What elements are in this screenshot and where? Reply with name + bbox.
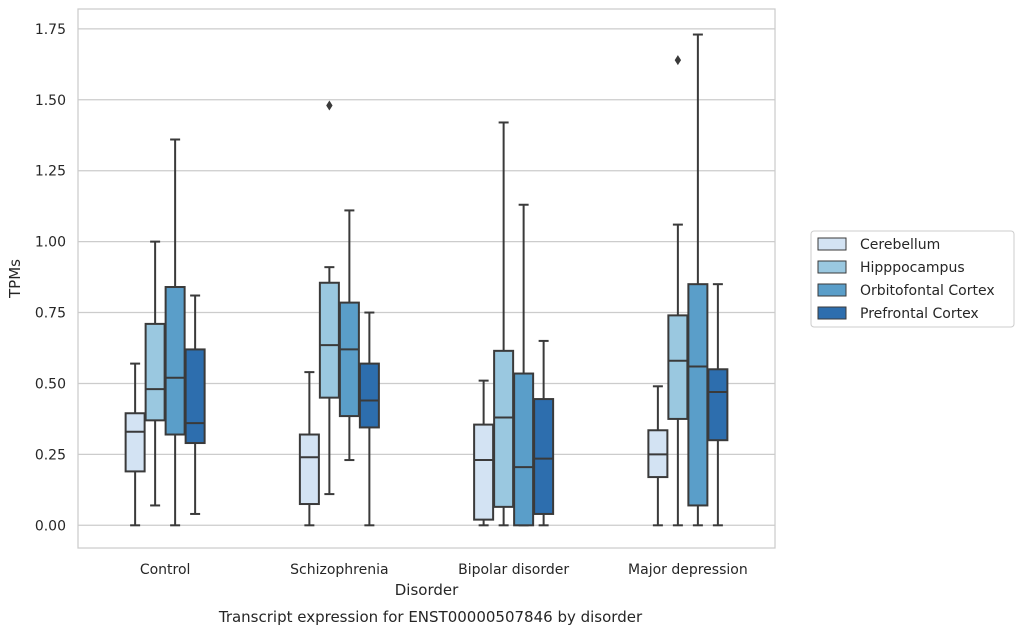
box-body <box>144 322 166 422</box>
box-body <box>164 286 186 436</box>
series-0 <box>124 362 669 527</box>
series-3 <box>184 283 729 527</box>
x-tick-label: Control <box>140 562 191 578</box>
box-0-2 <box>473 379 495 527</box>
box-body <box>318 281 340 399</box>
y-tick-label: 1.25 <box>35 164 66 180</box>
legend-item-0: Cerebellum <box>817 237 940 253</box>
box-body <box>687 283 709 507</box>
box-0-1 <box>298 371 320 527</box>
box-2-0 <box>164 138 186 527</box>
legend-frame <box>810 230 1015 328</box>
box-series <box>124 33 729 527</box>
box-1-2 <box>493 121 515 527</box>
box-body <box>513 372 535 527</box>
legend: Cerebellum Hipppocampus Orbitofontal Corte… <box>810 230 1015 328</box>
box-3-0 <box>184 294 206 515</box>
x-tick-label: Bipolar disorder <box>458 562 569 578</box>
box-0-3 <box>647 385 669 527</box>
box-3-3 <box>707 283 729 527</box>
legend-item-2: Orbitofontal Cortex <box>817 283 995 299</box>
legend-label: Hipppocampus <box>860 260 965 276</box>
box-3-1 <box>358 311 380 527</box>
x-axis-label: Disorder <box>395 581 459 599</box>
legend-item-3: Prefrontal Cortex <box>817 306 979 322</box>
box-body <box>298 433 320 506</box>
series-2 <box>164 33 709 527</box>
y-tick-label: 0.75 <box>35 306 66 322</box>
y-axis-label: TPMs <box>6 259 24 299</box>
box-body <box>533 398 555 515</box>
legend-swatch <box>817 306 847 320</box>
y-tick-label: 1.00 <box>35 235 66 251</box>
legend-swatch <box>817 283 847 297</box>
box-body <box>473 423 495 521</box>
x-tick-label: Major depression <box>628 562 748 578</box>
box-body <box>184 348 206 445</box>
box-body <box>667 314 689 420</box>
x-tick-label: Schizophrenia <box>290 562 388 578</box>
box-1-0 <box>144 240 166 507</box>
series-1 <box>144 55 689 527</box>
legend-swatch <box>817 237 847 251</box>
legend-item-1: Hipppocampus <box>817 260 965 276</box>
y-tick-label: 0.00 <box>35 518 66 534</box>
box-body <box>707 368 729 442</box>
box-1-3 <box>667 55 689 527</box>
y-tick-label: 1.75 <box>35 22 66 38</box>
box-2-2 <box>513 203 535 527</box>
plot-frame <box>77 8 776 549</box>
chart-title: Transcript expression for ENST0000050784… <box>218 608 643 626</box>
box-3-2 <box>533 339 555 527</box>
box-0-0 <box>124 362 146 527</box>
box-body <box>124 412 146 473</box>
y-tick-label: 1.50 <box>35 93 66 109</box>
y-tick-label: 0.50 <box>35 376 66 392</box>
legend-label: Orbitofontal Cortex <box>860 283 995 299</box>
box-2-1 <box>338 209 360 462</box>
box-body <box>338 301 360 418</box>
legend-swatch <box>817 260 847 274</box>
legend-label: Prefrontal Cortex <box>860 306 979 322</box>
box-body <box>358 362 380 429</box>
y-tick-label: 0.25 <box>35 447 66 463</box>
box-1-1 <box>318 100 340 496</box>
y-axis-ticks: 0.00 0.25 0.50 0.75 1.00 1.25 1.50 1.75 <box>35 22 66 534</box>
box-2-3 <box>687 33 709 527</box>
grid-lines <box>78 28 775 526</box>
box-body <box>493 349 515 508</box>
x-axis-ticks: Control Schizophrenia Bipolar disorder Majo… <box>140 562 748 578</box>
outlier-point <box>674 55 682 66</box>
legend-label: Cerebellum <box>860 237 940 253</box>
outlier-point <box>326 100 333 111</box>
